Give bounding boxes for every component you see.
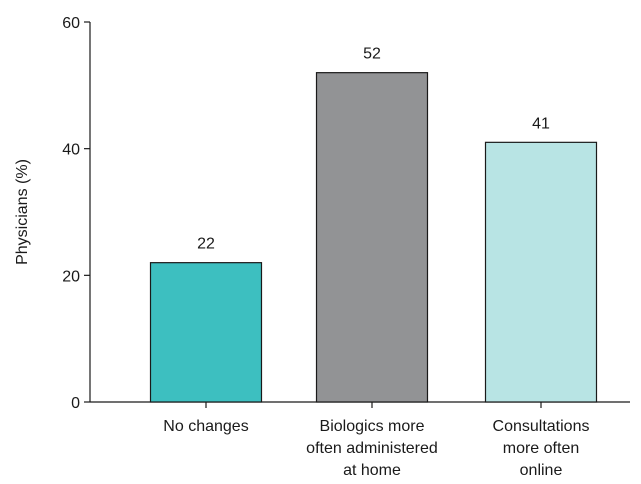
data-label: 22 — [197, 236, 215, 253]
x-tick-label-line: often administered — [306, 440, 438, 457]
x-tick-label-line: at home — [343, 462, 401, 479]
y-tick-label: 40 — [62, 142, 80, 159]
x-tick-label-line: Biologics more — [320, 418, 425, 435]
bar — [315, 72, 429, 403]
y-tick-label: 0 — [71, 395, 80, 412]
y-tick-label: 60 — [62, 15, 80, 32]
data-label: 52 — [363, 46, 381, 63]
bar — [149, 262, 263, 403]
x-tick-label-line: more often — [503, 440, 579, 457]
x-tick-label: Consultations more often online — [493, 418, 590, 479]
y-axis-label: Physicians (%) — [14, 159, 31, 265]
y-tick-label: 20 — [62, 268, 80, 285]
x-tick-label-line: Consultations — [493, 418, 590, 435]
x-tick-label: Biologics more often administered at home — [306, 418, 438, 479]
y-axis: 0 20 40 60 — [62, 15, 91, 412]
bar — [484, 141, 598, 403]
x-tick-label-line: online — [520, 462, 563, 479]
data-label: 41 — [532, 115, 550, 132]
bars: 22 No changes 52 Biologics more often admini… — [149, 46, 598, 479]
x-tick-label: No changes — [163, 418, 248, 435]
x-tick-label-line: No changes — [163, 418, 248, 435]
